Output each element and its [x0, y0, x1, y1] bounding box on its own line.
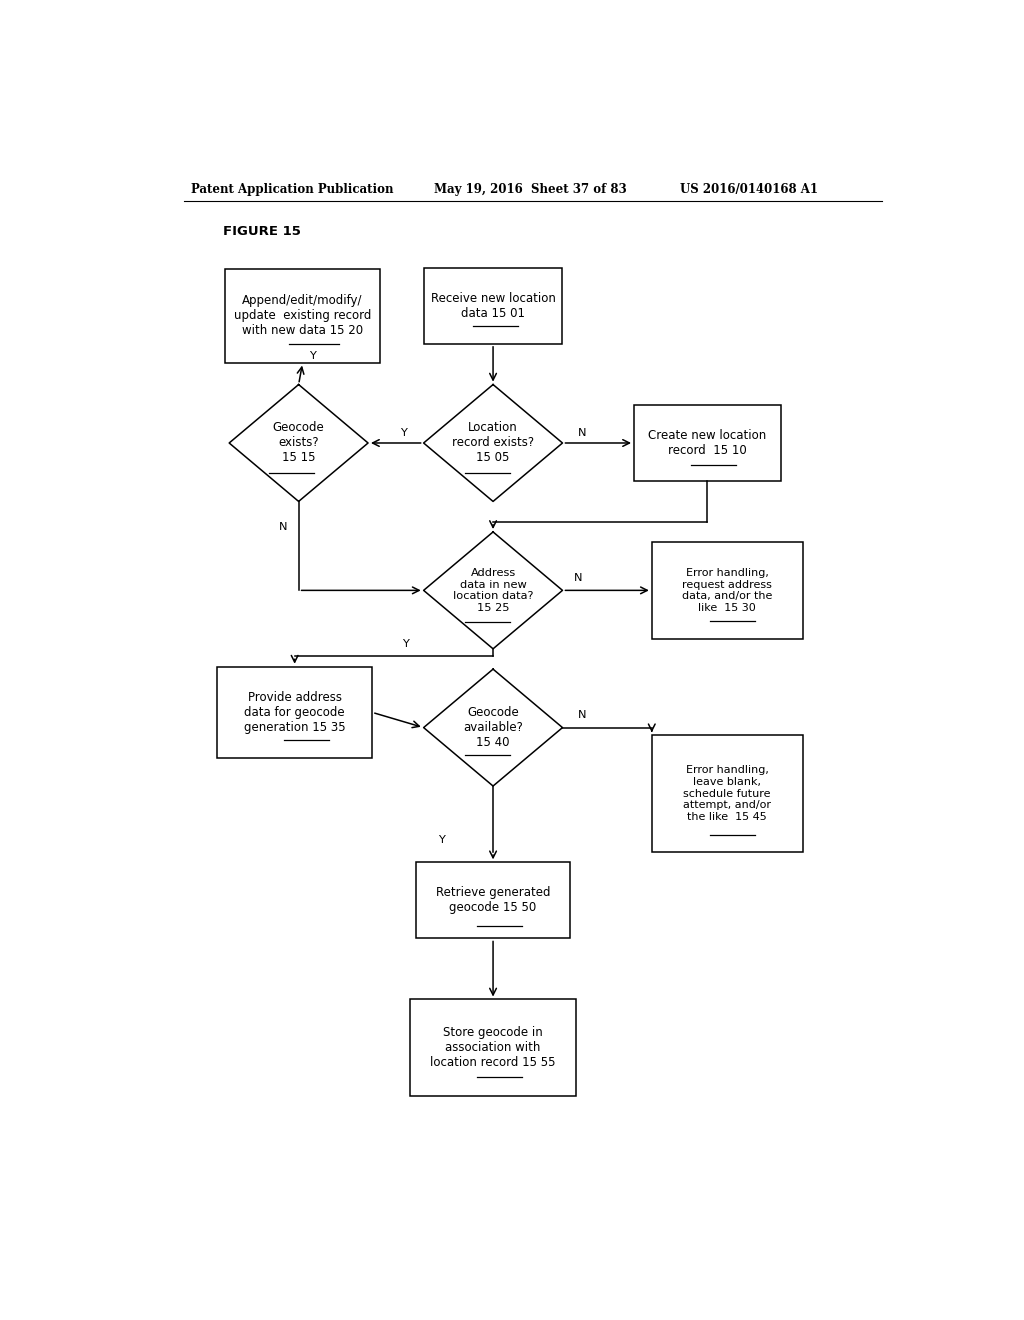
- Text: Y: Y: [400, 428, 408, 438]
- Text: Error handling,
leave blank,
schedule future
attempt, and/or
the like  15 45: Error handling, leave blank, schedule fu…: [683, 766, 771, 822]
- Text: US 2016/0140168 A1: US 2016/0140168 A1: [680, 183, 817, 195]
- Text: N: N: [579, 710, 587, 721]
- FancyBboxPatch shape: [652, 543, 803, 639]
- Text: Patent Application Publication: Patent Application Publication: [191, 183, 394, 195]
- FancyBboxPatch shape: [634, 405, 780, 480]
- FancyBboxPatch shape: [410, 999, 577, 1096]
- Text: Provide address
data for geocode
generation 15 35: Provide address data for geocode generat…: [244, 690, 345, 734]
- Text: Geocode
available?
15 40: Geocode available? 15 40: [463, 706, 523, 748]
- Text: Geocode
exists?
15 15: Geocode exists? 15 15: [272, 421, 325, 465]
- Text: Y: Y: [309, 351, 316, 362]
- Text: Receive new location
data 15 01: Receive new location data 15 01: [431, 292, 555, 319]
- FancyBboxPatch shape: [416, 862, 570, 939]
- Text: Location
record exists?
15 05: Location record exists? 15 05: [452, 421, 535, 465]
- Text: Store geocode in
association with
location record 15 55: Store geocode in association with locati…: [430, 1026, 556, 1069]
- FancyBboxPatch shape: [652, 735, 803, 853]
- Text: Error handling,
request address
data, and/or the
like  15 30: Error handling, request address data, an…: [682, 568, 772, 612]
- FancyBboxPatch shape: [424, 268, 562, 345]
- Text: FIGURE 15: FIGURE 15: [223, 224, 301, 238]
- Text: Y: Y: [438, 834, 444, 845]
- FancyBboxPatch shape: [217, 667, 372, 758]
- Text: Create new location
record  15 10: Create new location record 15 10: [648, 429, 766, 457]
- Text: Y: Y: [402, 639, 410, 649]
- Text: May 19, 2016  Sheet 37 of 83: May 19, 2016 Sheet 37 of 83: [433, 183, 627, 195]
- Text: Retrieve generated
geocode 15 50: Retrieve generated geocode 15 50: [436, 886, 550, 915]
- Text: N: N: [574, 573, 583, 583]
- Text: N: N: [279, 521, 287, 532]
- FancyBboxPatch shape: [225, 269, 380, 363]
- Text: Append/edit/modify/
update  existing record
with new data 15 20: Append/edit/modify/ update existing reco…: [233, 294, 372, 338]
- Text: Address
data in new
location data?
15 25: Address data in new location data? 15 25: [453, 568, 534, 612]
- Text: N: N: [579, 428, 587, 438]
